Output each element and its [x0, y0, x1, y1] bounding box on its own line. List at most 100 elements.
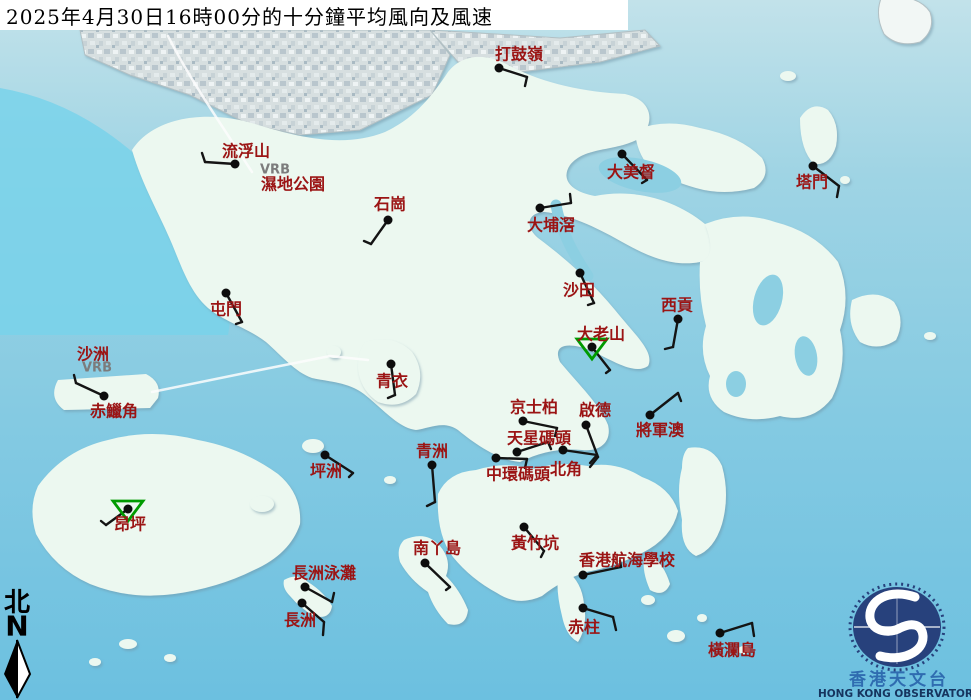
station-label: 沙田 [563, 281, 595, 300]
wind-barb [835, 184, 841, 199]
wind-barb [321, 620, 326, 637]
station-dot [297, 598, 307, 608]
hko-logo-halftone [848, 582, 946, 672]
station-label: 青洲 [416, 442, 448, 461]
wind-barb [578, 271, 596, 305]
station-stanley: 赤柱 [568, 603, 618, 637]
wind-barb [303, 585, 334, 604]
station-dot [221, 288, 231, 298]
wind-barb [425, 500, 437, 508]
station-ta-kwu-ling: 打鼓嶺 [494, 45, 543, 88]
station-label: 北角 [550, 460, 582, 479]
station-label: 南丫島 [413, 539, 461, 558]
station-lau-fau-shan: 流浮山 [200, 142, 270, 169]
station-tuen-mun: 屯門 [210, 288, 244, 326]
hko-logo: 香港天文台 HONG KONG OBSERVATORY [818, 582, 971, 700]
wind-barb [588, 455, 600, 469]
station-wong-chuk-hang: 黃竹坑 [510, 522, 559, 559]
wind-barb [546, 440, 553, 451]
title-bar: 2025年4月30日16時00分的十分鐘平均風向及風速 [0, 0, 628, 30]
station-star-ferry-pier: 天星碼頭 [507, 429, 572, 457]
weather-stations-layer: 打鼓嶺流浮山濕地公園VRB石崗大埔滘大美督塔門沙田西貢大老山屯門沙洲VRB赤鱲角… [72, 45, 841, 660]
station-label: 京士柏 [510, 398, 558, 417]
station-label: 坪洲 [310, 462, 342, 481]
station-label: 青衣 [376, 372, 408, 391]
wind-barb [581, 565, 623, 577]
station-dot [512, 447, 522, 457]
wind-barb [620, 152, 649, 182]
wind-barb [494, 456, 529, 461]
station-label: 香港航海學校 [578, 551, 676, 570]
station-label: 沙洲 [77, 345, 109, 364]
wind-barb [561, 448, 599, 457]
wind-barb [553, 426, 559, 438]
station-dot [420, 558, 430, 568]
station-label: 西貢 [661, 296, 693, 315]
station-dot [575, 268, 585, 278]
station-label: 赤柱 [568, 618, 600, 637]
wind-barb [444, 585, 452, 592]
lantau-island [32, 374, 301, 596]
wind-barb [618, 559, 623, 569]
wind-barb [522, 525, 546, 553]
station-tai-mei-tuk: 大美督 [607, 149, 655, 185]
station-dot [578, 570, 588, 580]
wind-barb [671, 317, 680, 349]
station-label: 濕地公園 [261, 175, 325, 194]
station-sai-kung: 西貢 [661, 296, 693, 351]
wind-barb [581, 606, 615, 619]
station-dot [715, 628, 725, 638]
compass-north-chinese: 北 [4, 588, 30, 618]
wind-barb [347, 471, 355, 479]
station-label: 大埔滘 [527, 216, 575, 235]
station-dot [617, 149, 627, 159]
station-shek-kong: 石崗 [362, 195, 406, 246]
station-dot [427, 460, 437, 470]
station-label: 黃竹坑 [510, 534, 559, 553]
station-label: 昂坪 [114, 515, 146, 534]
station-kings-park: 京士柏 [510, 398, 559, 438]
station-tates-cairn: 大老山 [574, 325, 625, 375]
station-cheung-chau: 長洲 [284, 598, 326, 637]
station-label: 大老山 [577, 325, 625, 344]
wind-barb [497, 66, 529, 79]
station-label: 將軍澳 [636, 421, 685, 440]
wind-barb [604, 368, 612, 375]
station-sha-tin: 沙田 [563, 268, 596, 307]
station-dot [558, 445, 568, 455]
wind-barb [362, 239, 373, 246]
wind-barb [72, 373, 78, 385]
wind-barb [584, 423, 600, 459]
wind-barb [538, 201, 573, 210]
hong-kong-island [437, 464, 678, 642]
station-chek-lap-kok: 赤鱲角 [72, 373, 138, 421]
station-dot [673, 314, 683, 324]
station-dot [300, 582, 310, 592]
station-dot [383, 215, 393, 225]
vrb-label: VRB [260, 163, 290, 178]
wind-barb [676, 391, 683, 403]
station-dot [535, 203, 545, 213]
station-dot [230, 159, 240, 169]
station-label: 打鼓嶺 [495, 45, 543, 64]
hko-name-chinese: 香港天文台 [849, 669, 949, 690]
wind-barb [590, 345, 612, 372]
station-dot [386, 359, 396, 369]
hko-logo-swirl [865, 589, 928, 663]
station-central-pier: 中環碼頭 [486, 453, 551, 484]
wind-barb [718, 621, 754, 635]
wind-barb [588, 453, 599, 465]
vrb-label: VRB [82, 361, 112, 376]
station-waglan-island: 橫瀾島 [708, 621, 756, 660]
station-label: 大美督 [607, 163, 655, 182]
wind-barb [523, 457, 529, 470]
station-dot [808, 161, 818, 171]
station-peng-chau: 坪洲 [310, 450, 355, 481]
outlying-islands [89, 0, 936, 666]
station-label: 天星碼頭 [507, 429, 572, 448]
station-label: 屯門 [210, 300, 242, 319]
station-tai-po-kau: 大埔滘 [527, 192, 575, 235]
